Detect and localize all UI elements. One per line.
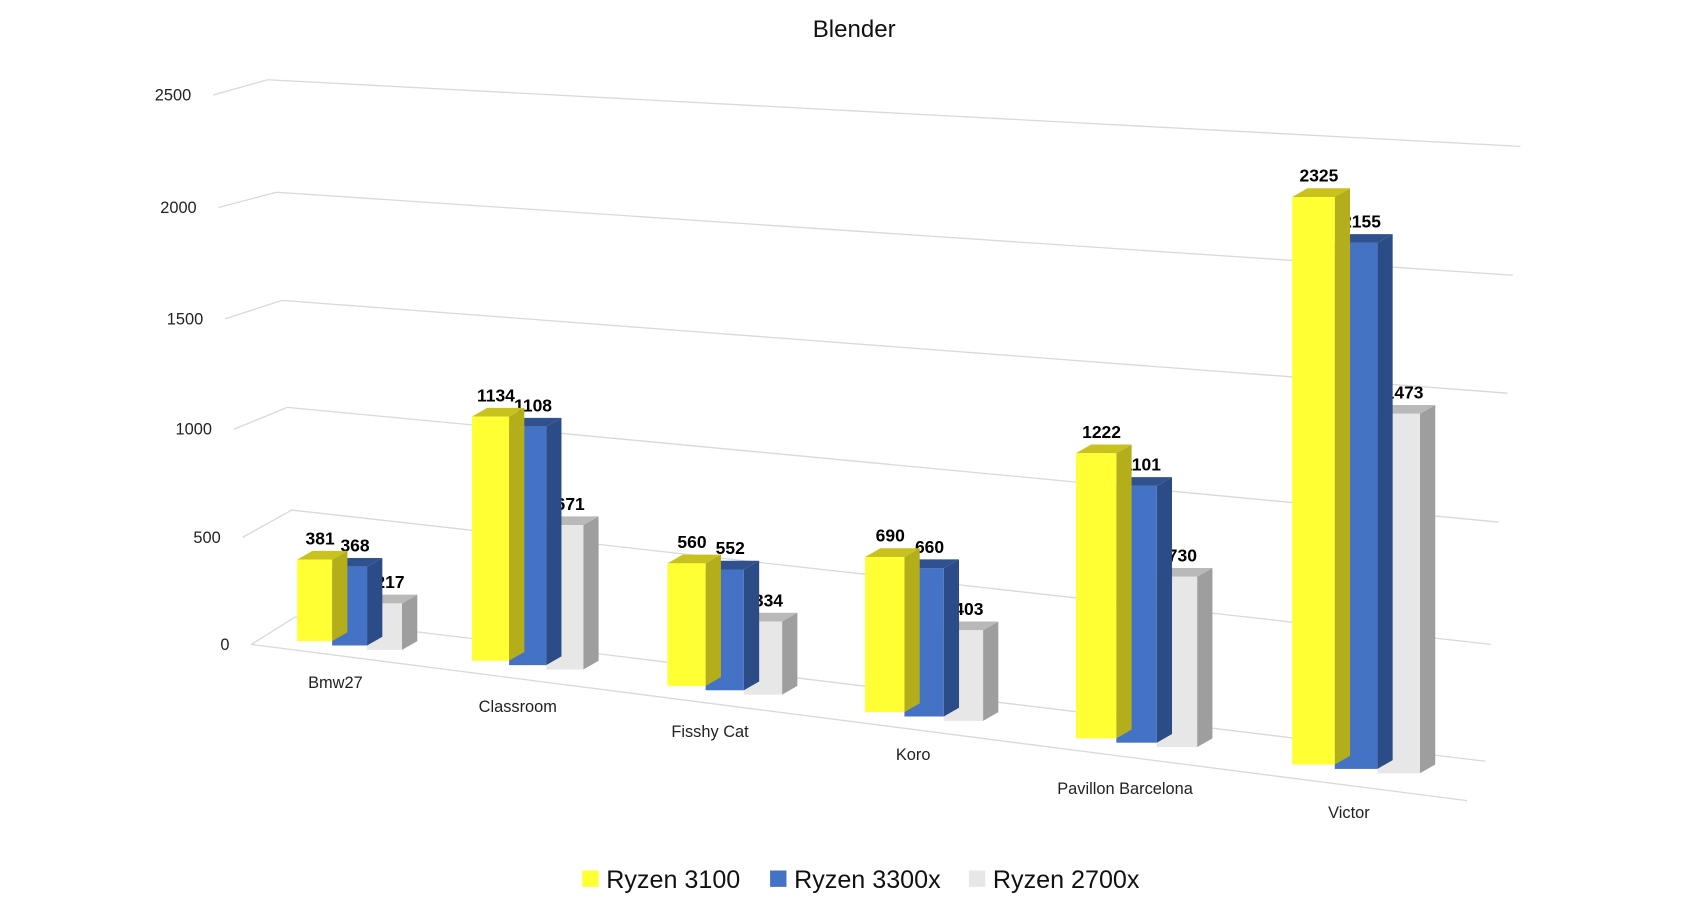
gridline-side bbox=[233, 406, 288, 430]
data-label: 381 bbox=[306, 528, 335, 548]
data-label: 560 bbox=[677, 532, 706, 552]
data-label: 660 bbox=[915, 537, 944, 557]
bar-side bbox=[743, 560, 760, 691]
data-label: 403 bbox=[954, 599, 983, 619]
bar-side bbox=[983, 621, 999, 721]
legend-swatch bbox=[582, 870, 599, 887]
bar-side bbox=[583, 516, 599, 670]
data-label: 552 bbox=[716, 538, 745, 558]
category-label: Fisshy Cat bbox=[671, 723, 749, 741]
legend-label: Ryzen 3300x bbox=[794, 866, 941, 894]
bar-side bbox=[332, 550, 348, 642]
y-tick-label: 2000 bbox=[160, 199, 196, 217]
bar-front bbox=[865, 556, 905, 713]
x-axis-labels: Bmw27 Classroom Fisshy Cat Koro Pavillon Bar… bbox=[308, 674, 1370, 822]
data-label: 1134 bbox=[477, 385, 515, 405]
bar-front bbox=[1075, 453, 1117, 739]
data-label: 690 bbox=[876, 526, 905, 546]
bar-side bbox=[1156, 477, 1173, 743]
bars: 2173683816711108113433455256040366069073… bbox=[297, 166, 1436, 774]
data-label: 671 bbox=[556, 494, 585, 514]
bar-side bbox=[1116, 444, 1132, 739]
bar-side bbox=[705, 554, 721, 686]
legend-swatch bbox=[968, 870, 986, 887]
y-tick-label: 500 bbox=[193, 529, 220, 547]
data-label: 2155 bbox=[1342, 212, 1381, 232]
data-label: 1473 bbox=[1385, 382, 1424, 402]
gridline-side bbox=[218, 191, 277, 209]
legend-label: Ryzen 2700x bbox=[993, 866, 1140, 894]
y-tick-label: 2500 bbox=[155, 86, 191, 104]
bar-side bbox=[782, 612, 798, 695]
legend: Ryzen 3100 Ryzen 3300x Ryzen 2700x bbox=[582, 866, 1140, 894]
bar-side bbox=[367, 557, 383, 646]
bar-top bbox=[865, 548, 920, 557]
bar-side bbox=[402, 594, 418, 650]
bar-top bbox=[667, 554, 721, 564]
bar-front bbox=[471, 416, 510, 661]
bar: 690 bbox=[865, 526, 920, 713]
bar-side bbox=[1377, 234, 1393, 769]
data-label: 368 bbox=[340, 535, 369, 555]
legend-item: Ryzen 3100 bbox=[582, 866, 740, 894]
y-tick-label: 1000 bbox=[176, 421, 212, 439]
data-label: 1222 bbox=[1082, 422, 1121, 442]
bar-front bbox=[297, 559, 333, 642]
legend-swatch bbox=[770, 870, 787, 887]
gridline-side bbox=[242, 509, 293, 538]
data-label: 2325 bbox=[1299, 166, 1338, 186]
y-tick-label: 1500 bbox=[167, 310, 203, 328]
bar-side bbox=[546, 417, 562, 666]
category-label: Victor bbox=[1328, 804, 1370, 822]
bar: 560 bbox=[667, 532, 721, 686]
bar-top bbox=[1075, 444, 1132, 454]
data-label: 1101 bbox=[1123, 455, 1161, 475]
bar: 381 bbox=[297, 528, 348, 642]
gridline-side bbox=[212, 79, 268, 96]
bar-side bbox=[943, 559, 960, 717]
bar-side bbox=[509, 407, 525, 661]
bar-top bbox=[1292, 188, 1351, 197]
bar: 2325 bbox=[1292, 166, 1351, 765]
bar: 1222 bbox=[1075, 422, 1132, 739]
category-label: Koro bbox=[896, 746, 931, 764]
bar: 1134 bbox=[471, 385, 525, 661]
bar-side bbox=[1197, 568, 1213, 748]
bar-front bbox=[1292, 196, 1335, 765]
bar-top bbox=[297, 550, 348, 560]
y-tick-label: 0 bbox=[220, 636, 229, 654]
data-label: 334 bbox=[754, 590, 783, 610]
y-axis-ticks: 0 500 1000 1500 2000 2500 bbox=[155, 86, 230, 653]
gridline bbox=[267, 79, 1521, 148]
legend-item: Ryzen 3300x bbox=[770, 866, 941, 894]
data-label: 217 bbox=[375, 572, 404, 592]
bar-front bbox=[667, 563, 706, 686]
bar-side bbox=[1334, 188, 1351, 765]
gridline-side bbox=[224, 299, 283, 320]
chart-title: Blender bbox=[813, 16, 896, 43]
gridline-side bbox=[250, 616, 296, 645]
bar-side bbox=[1419, 404, 1436, 774]
legend-label: Ryzen 3100 bbox=[606, 866, 740, 894]
bar-side bbox=[904, 548, 920, 713]
bar-top bbox=[471, 407, 525, 417]
category-label: Pavillon Barcelona bbox=[1057, 780, 1194, 798]
category-label: Classroom bbox=[479, 698, 557, 716]
legend-item: Ryzen 2700x bbox=[968, 866, 1140, 894]
category-label: Bmw27 bbox=[308, 674, 363, 692]
data-label: 730 bbox=[1168, 545, 1197, 565]
floor-front-edge bbox=[251, 643, 1468, 802]
